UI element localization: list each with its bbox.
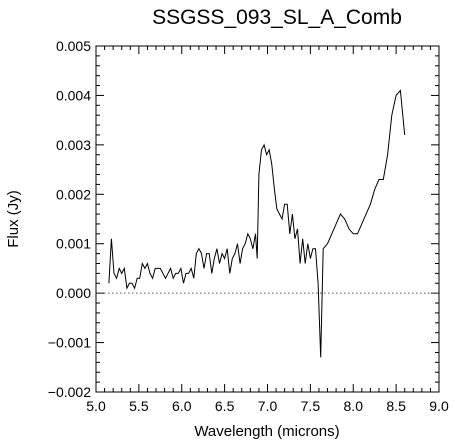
x-tick-label: 6.5	[215, 398, 235, 414]
x-tick-label: 9.0	[429, 398, 449, 414]
x-axis: 5.0 5.5 6.0 6.5 7.0 7.5 8.0 8.5 9.0	[86, 46, 449, 414]
x-tick-label: 6.0	[172, 398, 192, 414]
x-tick-label: 8.0	[344, 398, 364, 414]
y-tick-label: 0.002	[56, 186, 91, 202]
x-tick-label: 8.5	[386, 398, 406, 414]
y-axis-label: Flux (Jy)	[5, 190, 22, 248]
y-tick-label: −0.002	[48, 384, 91, 400]
y-tick-label: 0.003	[56, 137, 91, 153]
x-tick-label: 5.5	[129, 398, 149, 414]
x-tick-label: 7.0	[258, 398, 278, 414]
chart-title: SSGSS_093_SL_A_Comb	[152, 6, 402, 29]
y-tick-label: 0.005	[56, 38, 91, 54]
y-tick-label: 0.004	[56, 87, 91, 103]
y-tick-label: 0.000	[56, 285, 91, 301]
x-axis-label: Wavelength (microns)	[194, 423, 339, 440]
y-axis: −0.002 −0.001 0.000 0.001 0.002 0.003 0.004 0.0…	[48, 38, 439, 400]
plot-frame	[95, 45, 440, 393]
y-tick-label: −0.001	[48, 335, 91, 351]
flux-series-line	[108, 89, 406, 358]
x-tick-label: 7.5	[301, 398, 321, 414]
y-tick-label: 0.001	[56, 236, 91, 252]
x-tick-label: 5.0	[86, 398, 106, 414]
